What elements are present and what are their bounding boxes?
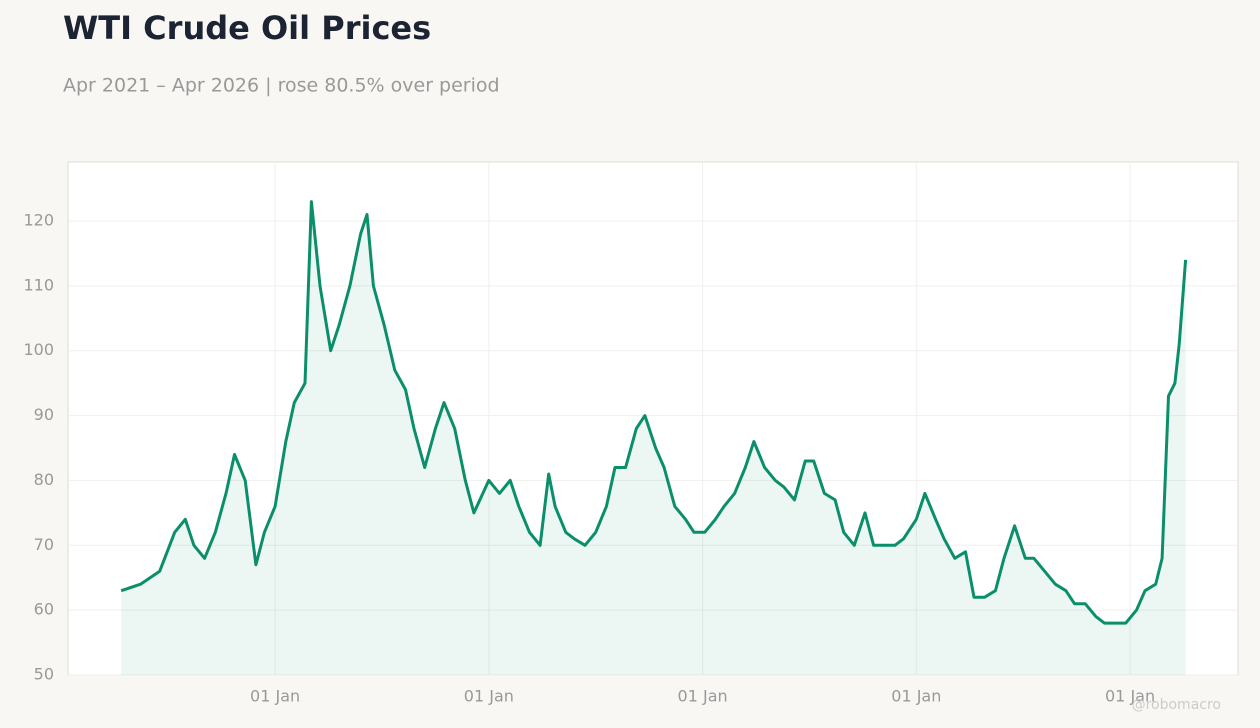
y-tick-label: 90 xyxy=(34,405,54,424)
watermark: @robomacro xyxy=(1132,697,1221,713)
line xyxy=(120,200,1188,625)
x-tick-label: 01 Jan xyxy=(250,687,300,706)
y-tick-label: 60 xyxy=(34,600,54,619)
x-tick-label: 01 Jan xyxy=(1105,687,1155,706)
y-tick-label: 50 xyxy=(34,665,54,684)
plot-area xyxy=(67,161,1239,676)
chart-title: WTI Crude Oil Prices xyxy=(63,9,431,47)
area xyxy=(121,201,1186,675)
x-tick-label: 01 Jan xyxy=(464,687,514,706)
x-tick-label: 01 Jan xyxy=(891,687,941,706)
y-tick-label: 80 xyxy=(34,470,54,489)
chart-subtitle: Apr 2021 – Apr 2026 | rose 80.5% over pe… xyxy=(63,75,500,97)
y-tick-label: 110 xyxy=(23,275,54,294)
y-tick-label: 70 xyxy=(34,535,54,554)
x-tick-label: 01 Jan xyxy=(678,687,728,706)
y-tick-label: 100 xyxy=(23,340,54,359)
y-tick-label: 120 xyxy=(23,211,54,230)
